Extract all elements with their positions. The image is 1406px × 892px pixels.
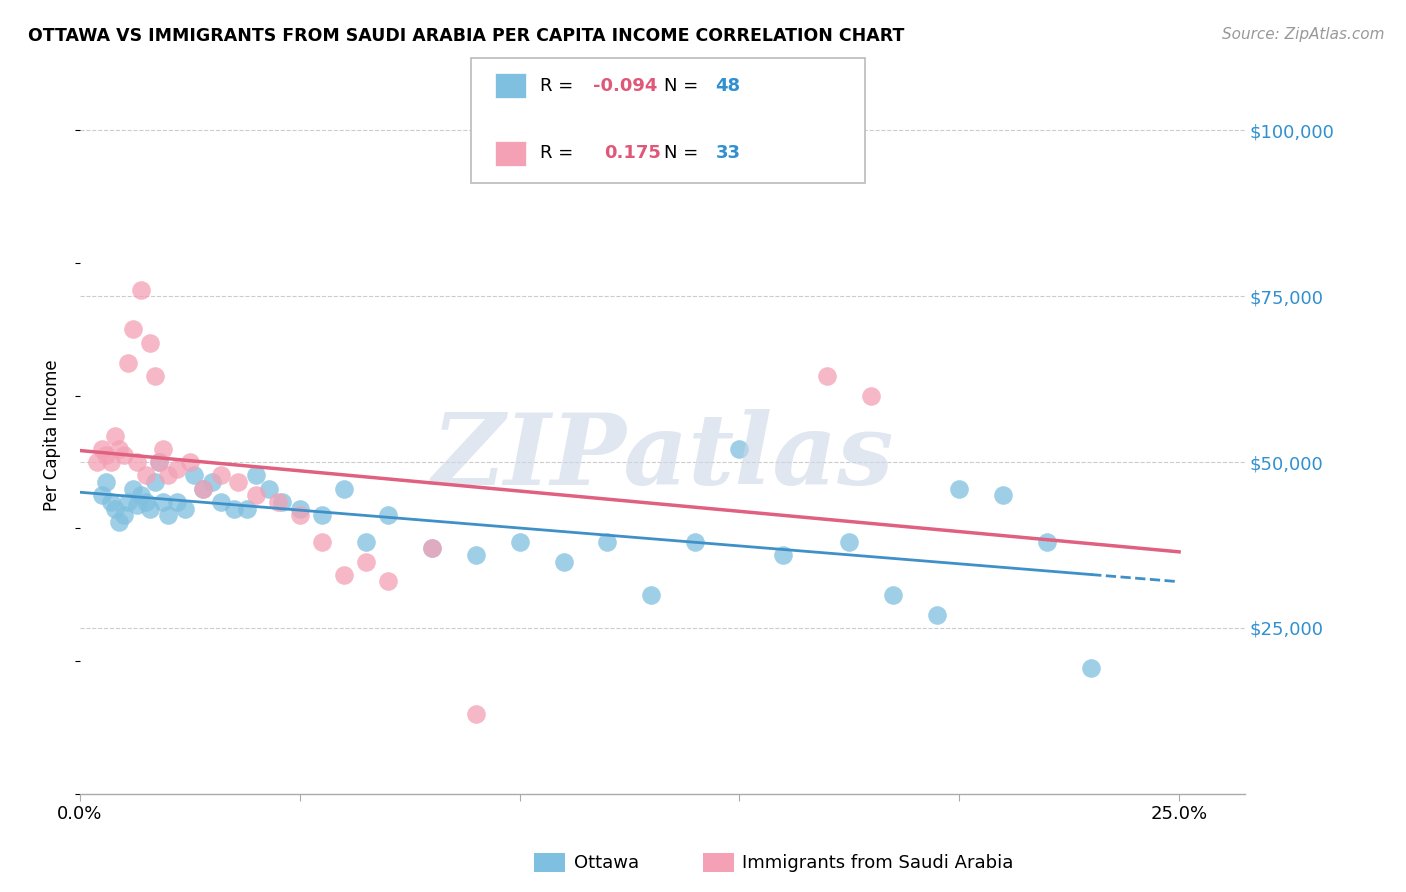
Point (108, 442, 131, 456)
Point (1080, 661, 1102, 675)
Point (509, 534, 531, 549)
Text: R =: R = (540, 77, 579, 95)
Point (121, 482, 143, 496)
Point (121, 322, 143, 336)
Text: OTTAWA VS IMMIGRANTS FROM SAUDI ARABIA PER CAPITA INCOME CORRELATION CHART: OTTAWA VS IMMIGRANTS FROM SAUDI ARABIA P… (28, 27, 904, 45)
Point (152, 442, 174, 456)
Point (464, 707, 486, 722)
Point (143, 368, 166, 383)
Point (191, 482, 214, 496)
Text: N =: N = (664, 145, 703, 162)
Point (728, 442, 751, 456)
Point (882, 588, 904, 602)
Point (135, 495, 157, 509)
Text: ZIPatlas: ZIPatlas (432, 409, 894, 505)
Point (152, 495, 174, 509)
Text: 33: 33 (716, 145, 741, 162)
Text: R =: R = (540, 145, 585, 162)
Point (596, 534, 619, 549)
Point (332, 482, 354, 496)
Point (100, 455, 122, 469)
Point (257, 482, 280, 496)
Point (288, 508, 311, 523)
Text: 0.175: 0.175 (605, 145, 661, 162)
Point (131, 488, 153, 502)
Point (245, 488, 267, 502)
Point (838, 534, 860, 549)
Point (226, 475, 249, 489)
Point (148, 455, 170, 469)
Point (156, 468, 179, 483)
Point (377, 574, 399, 589)
Y-axis label: Per Capita Income: Per Capita Income (44, 359, 60, 511)
Point (86, 455, 108, 469)
Point (245, 468, 267, 483)
Text: -0.094: -0.094 (593, 77, 658, 95)
Point (209, 468, 232, 483)
Point (112, 449, 135, 463)
Point (131, 283, 153, 297)
Text: Source: ZipAtlas.com: Source: ZipAtlas.com (1222, 27, 1385, 42)
Point (354, 555, 377, 569)
Point (927, 607, 949, 622)
Point (222, 501, 245, 516)
Point (685, 534, 707, 549)
Text: Immigrants from Saudi Arabia: Immigrants from Saudi Arabia (742, 854, 1014, 871)
Point (948, 482, 970, 496)
Point (104, 501, 127, 516)
Point (354, 534, 377, 549)
Point (117, 495, 139, 509)
Text: N =: N = (664, 77, 703, 95)
Point (420, 541, 443, 556)
Point (100, 495, 122, 509)
Point (135, 468, 157, 483)
Point (772, 548, 794, 562)
Point (183, 468, 205, 483)
Point (156, 508, 179, 523)
Point (112, 508, 135, 523)
Point (139, 335, 162, 350)
Point (191, 482, 214, 496)
Point (179, 455, 201, 469)
Point (125, 498, 148, 512)
Point (139, 501, 162, 516)
Point (90, 488, 112, 502)
Point (90, 442, 112, 456)
Point (108, 515, 131, 529)
Point (143, 475, 166, 489)
Point (267, 495, 290, 509)
Point (464, 548, 486, 562)
Point (420, 541, 443, 556)
Text: Ottawa: Ottawa (574, 854, 638, 871)
Point (201, 475, 224, 489)
Point (860, 389, 883, 403)
Point (640, 588, 662, 602)
Point (209, 495, 232, 509)
Point (815, 368, 838, 383)
Point (96, 475, 118, 489)
Point (166, 461, 188, 475)
Point (377, 508, 399, 523)
Point (993, 488, 1015, 502)
Point (311, 534, 333, 549)
Point (117, 356, 139, 370)
Point (332, 567, 354, 582)
Point (166, 495, 188, 509)
Point (271, 495, 294, 509)
Point (96, 449, 118, 463)
Point (1036, 534, 1059, 549)
Point (104, 428, 127, 442)
Point (148, 455, 170, 469)
Point (311, 508, 333, 523)
Point (125, 455, 148, 469)
Point (553, 555, 575, 569)
Point (174, 501, 197, 516)
Point (236, 501, 259, 516)
Text: 48: 48 (716, 77, 741, 95)
Point (288, 501, 311, 516)
